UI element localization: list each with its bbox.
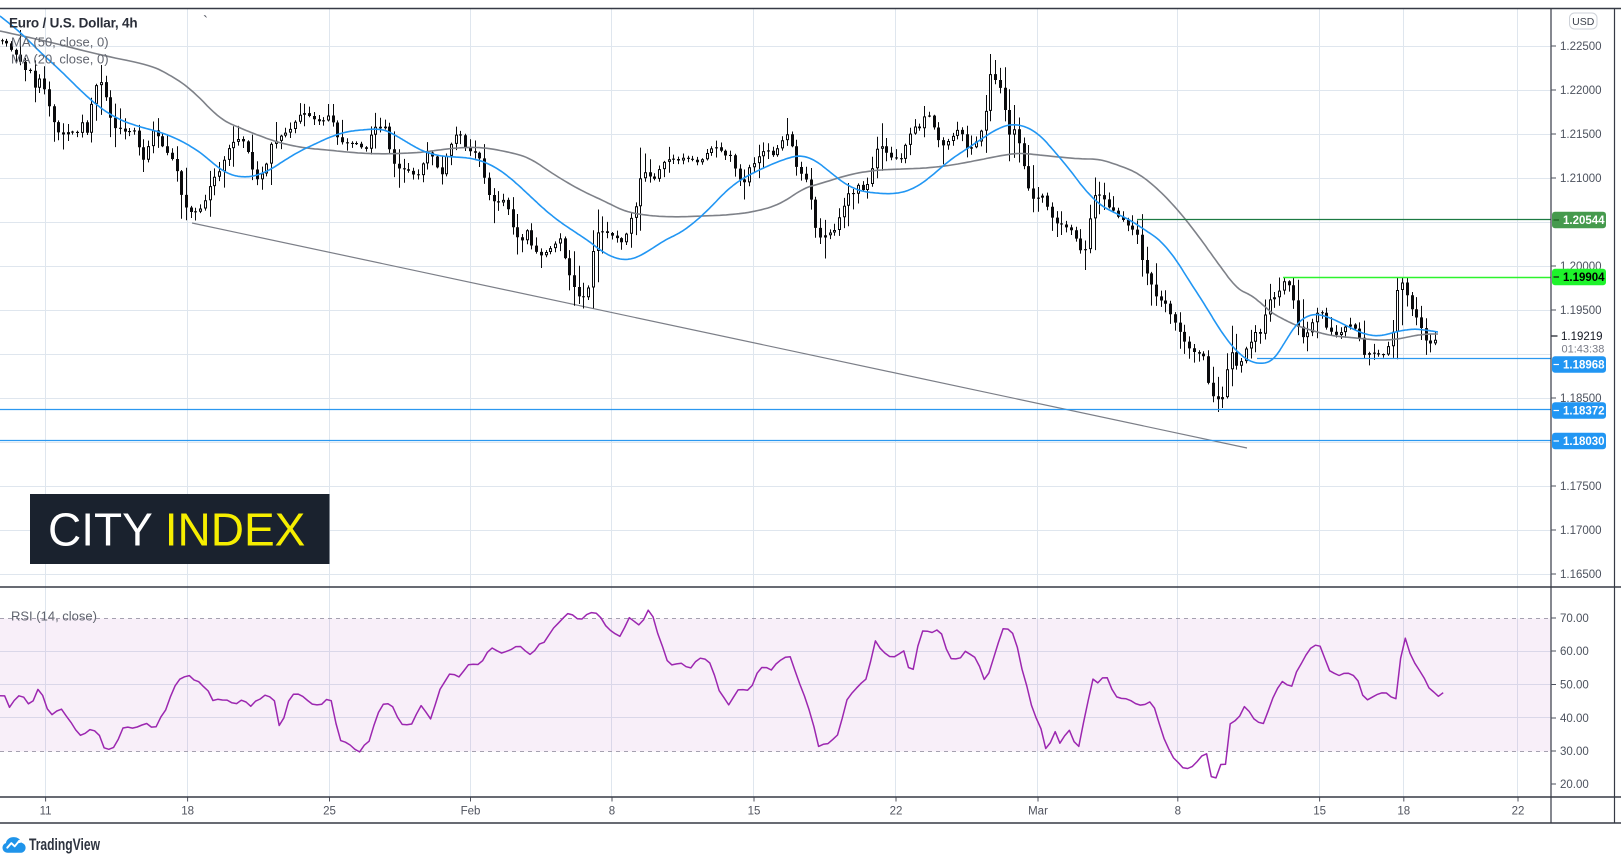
svg-text:Mar: Mar [1028, 806, 1048, 818]
svg-text:CITY INDEX: CITY INDEX [48, 504, 305, 556]
svg-text:8: 8 [1175, 806, 1181, 818]
svg-text:1.19219: 1.19219 [1561, 331, 1603, 343]
svg-text:22: 22 [1512, 806, 1525, 818]
svg-text:1.18030: 1.18030 [1563, 436, 1605, 448]
svg-text:01:43:38: 01:43:38 [1562, 344, 1605, 356]
svg-text:40.00: 40.00 [1560, 713, 1589, 725]
svg-text:1.17500: 1.17500 [1560, 481, 1602, 493]
svg-text:50.00: 50.00 [1560, 680, 1589, 692]
svg-text:MA (20, close, 0): MA (20, close, 0) [11, 52, 109, 67]
svg-text:1.17000: 1.17000 [1560, 525, 1602, 537]
svg-text:1.16500: 1.16500 [1560, 569, 1602, 581]
svg-text:TradingView: TradingView [29, 836, 100, 854]
svg-text:Euro / U.S. Dollar, 4h: Euro / U.S. Dollar, 4h [9, 16, 137, 31]
svg-text:18: 18 [181, 806, 194, 818]
svg-text:11: 11 [40, 806, 52, 818]
svg-text:1.22000: 1.22000 [1560, 85, 1602, 97]
svg-text:1.21500: 1.21500 [1560, 129, 1602, 141]
svg-text:18: 18 [1397, 806, 1410, 818]
svg-text:15: 15 [1313, 806, 1326, 818]
svg-text:USD: USD [1572, 16, 1595, 28]
svg-text:8: 8 [609, 806, 615, 818]
svg-text:22: 22 [890, 806, 903, 818]
svg-text:1.19500: 1.19500 [1560, 305, 1602, 317]
svg-text:1.18968: 1.18968 [1563, 360, 1605, 372]
svg-text:MA (50, close, 0): MA (50, close, 0) [11, 35, 109, 50]
svg-text:1.18372: 1.18372 [1563, 406, 1605, 418]
svg-text:1.18500: 1.18500 [1560, 393, 1602, 405]
svg-text:30.00: 30.00 [1560, 746, 1589, 758]
svg-text:RSI (14, close): RSI (14, close) [11, 609, 97, 624]
svg-text:1.21000: 1.21000 [1560, 173, 1602, 185]
svg-text:20.00: 20.00 [1560, 779, 1589, 791]
svg-text:15: 15 [748, 806, 761, 818]
svg-text:70.00: 70.00 [1560, 613, 1589, 625]
svg-text:1.22500: 1.22500 [1560, 41, 1602, 53]
svg-text:25: 25 [323, 806, 336, 818]
svg-text:`: ` [203, 13, 208, 30]
svg-text:1.19904: 1.19904 [1563, 272, 1605, 284]
svg-text:Feb: Feb [461, 806, 481, 818]
svg-text:1.20544: 1.20544 [1563, 215, 1605, 227]
svg-text:60.00: 60.00 [1560, 646, 1589, 658]
